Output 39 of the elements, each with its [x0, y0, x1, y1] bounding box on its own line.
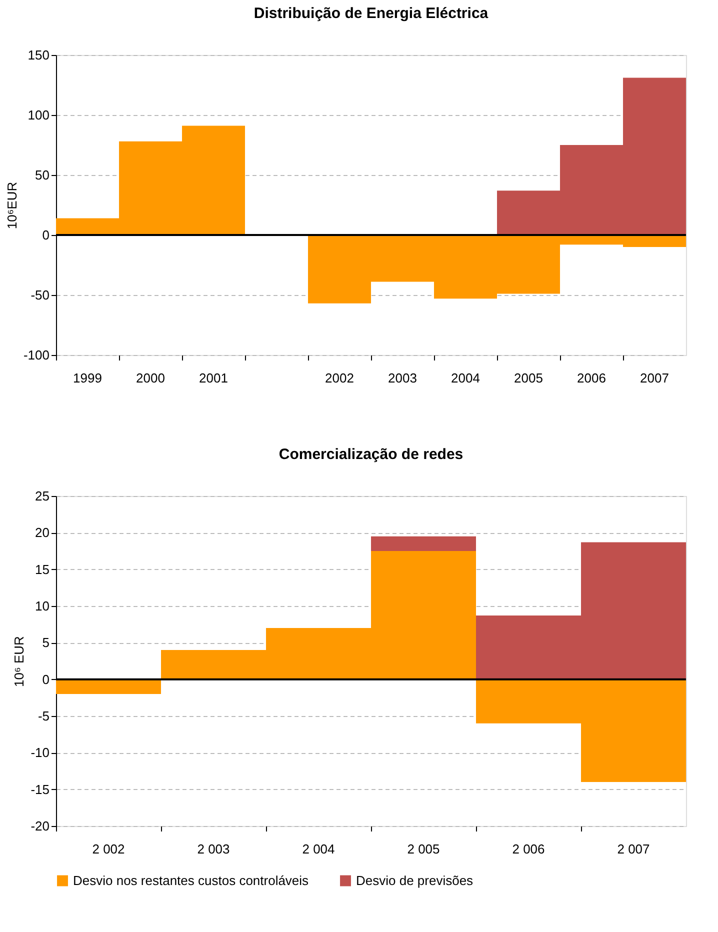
chart-title: Comercialização de redes	[278, 446, 464, 463]
y-tick-label: 15	[35, 562, 50, 577]
x-tick-label: 2006	[577, 370, 606, 386]
y-tick-label: 0	[42, 228, 50, 242]
y-tick-label: 0	[42, 672, 50, 687]
y-tick-label: -20	[30, 818, 50, 834]
x-tick-label: 2000	[136, 370, 165, 386]
x-tick-label: 2001	[199, 370, 228, 386]
bar	[56, 679, 161, 694]
y-tick-label: 10	[35, 598, 50, 614]
x-tick-label: 2007	[640, 370, 669, 386]
y-tick-label: -5	[38, 708, 50, 724]
x-tick-label: 1999	[73, 370, 102, 386]
y-tick-label: 150	[28, 48, 50, 62]
y-axis-title: 10⁶ EUR	[12, 636, 27, 687]
x-tick-label: 2 002	[92, 842, 125, 856]
x-tick-label: 2004	[451, 370, 480, 386]
y-axis-title: 10⁶EUR	[4, 182, 20, 230]
legend-label: Desvio nos restantes custos controláveis	[73, 872, 310, 888]
y-tick-label: 25	[35, 488, 50, 504]
x-tick-label: 2 007	[617, 842, 650, 856]
x-tick-label: 2005	[514, 370, 543, 386]
chart-title: Distribuição de Energia Eléctrica	[254, 5, 489, 22]
y-tick-label: 20	[35, 525, 50, 540]
x-tick-label: 2 003	[197, 842, 230, 856]
x-tick-label: 2002	[325, 370, 354, 386]
x-tick-label: 2003	[388, 370, 417, 386]
y-tick-label: -10	[30, 745, 50, 760]
x-tick-label: 2 006	[512, 842, 545, 856]
y-tick-label: -50	[30, 288, 50, 302]
bar	[371, 536, 476, 551]
y-tick-label: -15	[30, 782, 50, 797]
legend-label: Desvio de previsões	[356, 872, 474, 888]
y-tick-label: -100	[23, 348, 50, 362]
y-tick-label: 100	[28, 108, 50, 122]
x-tick-label: 2 004	[302, 842, 335, 856]
y-tick-label: 50	[35, 168, 50, 182]
x-tick-label: 2 005	[407, 842, 440, 856]
y-tick-label: 5	[42, 635, 50, 650]
